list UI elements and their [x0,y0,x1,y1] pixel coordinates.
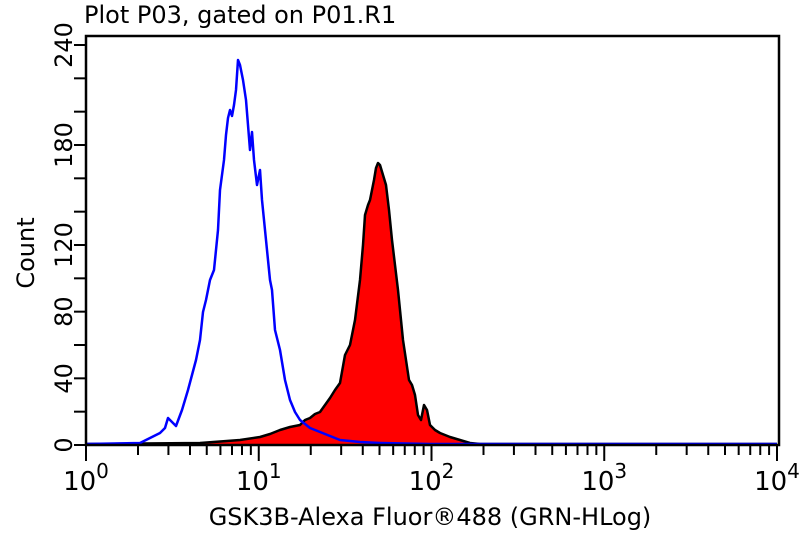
y-axis-label: Count [12,217,40,289]
x-tick-label: 103 [581,459,627,497]
y-tick-label: 120 [50,222,78,268]
x-tick-label: 104 [754,459,800,497]
y-tick-label: 80 [50,296,78,327]
series-line-isotype-control [85,58,777,446]
y-tick-label: 240 [50,22,78,68]
x-tick-label: 100 [63,459,109,497]
x-tick-label: 102 [409,459,455,497]
x-axis-label: GSK3B-Alexa Fluor®488 (GRN-HLog) [208,503,652,531]
y-tick-label: 40 [50,363,78,394]
x-tick-label: 101 [236,459,282,497]
series-fill-gsk3b [86,163,777,445]
chart-title: Plot P03, gated on P01.R1 [84,1,397,29]
y-tick-label: 0 [50,437,78,452]
y-tick-label: 180 [50,122,78,168]
series-line-gsk3b [85,161,777,446]
